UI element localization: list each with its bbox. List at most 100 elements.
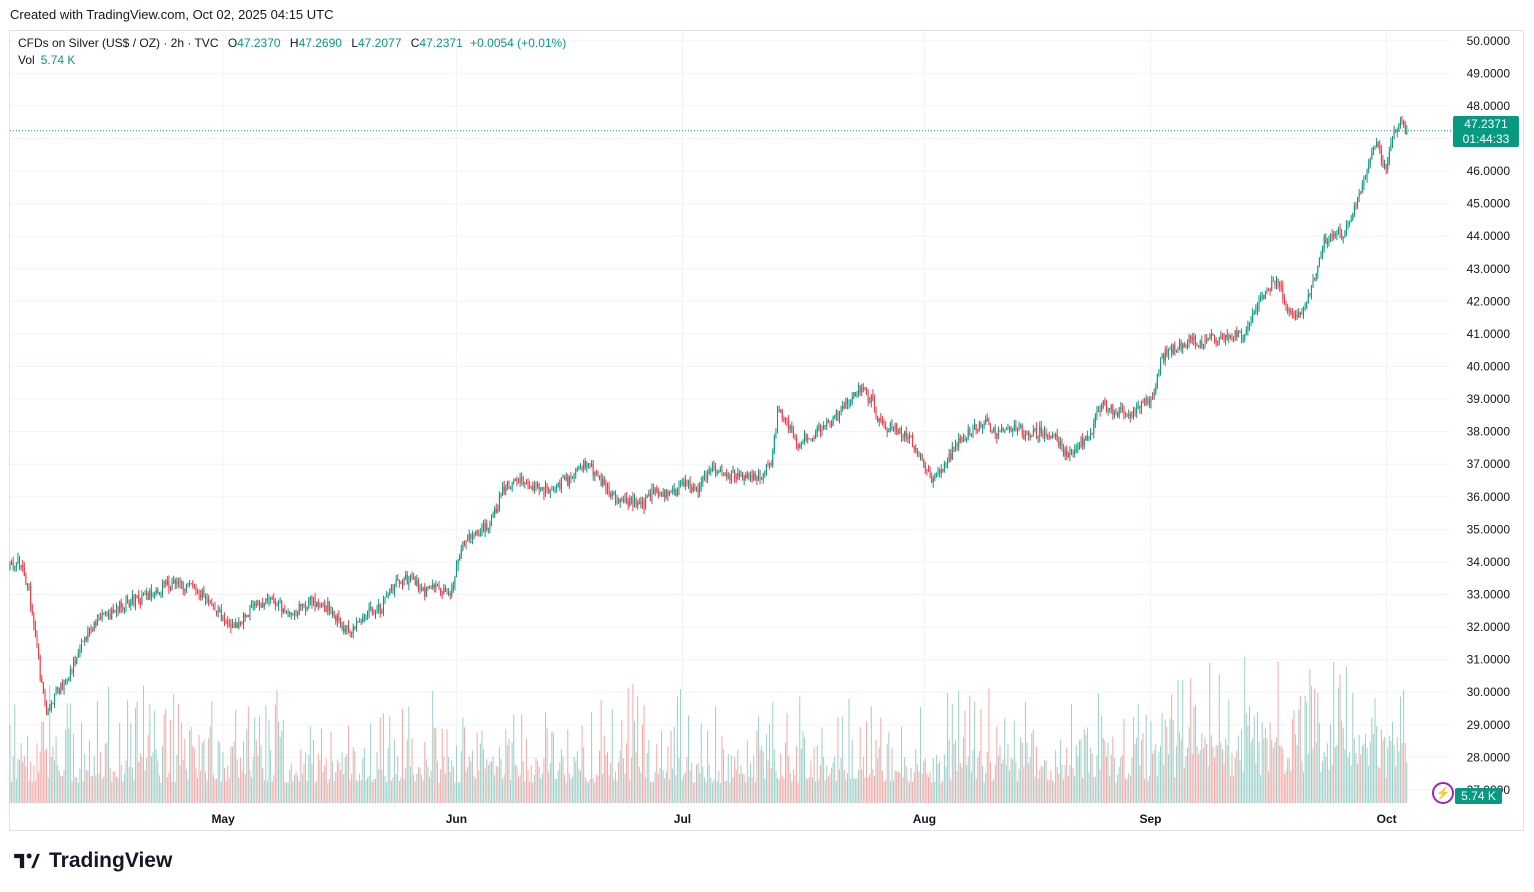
volume-bar: [216, 778, 218, 803]
volume-bar: [211, 701, 213, 803]
candle-body: [406, 574, 408, 585]
volume-bar: [514, 764, 516, 803]
volume-bar: [150, 756, 152, 803]
candle-body: [1390, 143, 1392, 152]
volume-bar: [357, 781, 359, 803]
volume-bar: [910, 767, 912, 803]
volume-bar: [1139, 766, 1141, 803]
volume-bar: [168, 772, 170, 803]
candle-body: [1050, 436, 1052, 439]
volume-bar: [529, 781, 531, 803]
volume-bar: [346, 754, 348, 803]
candle-body: [1058, 441, 1060, 447]
candle-body: [274, 603, 276, 606]
candle-body: [409, 575, 411, 582]
volume-bar: [1148, 776, 1150, 803]
candle-body: [1042, 433, 1044, 437]
time-tick-label: Sep: [1139, 812, 1161, 826]
candle-body: [897, 431, 899, 434]
volume-bar: [479, 743, 481, 803]
candle-body: [978, 422, 980, 432]
volume-bar: [1194, 704, 1196, 803]
volume-bar: [15, 779, 17, 803]
candle-body: [606, 487, 608, 495]
candle-body: [1036, 427, 1038, 438]
volume-bar: [173, 694, 175, 803]
candle-body: [266, 598, 268, 601]
legend-symbol: CFDs on Silver (US$ / OZ) · 2h · TVC: [18, 36, 219, 50]
volume-bar: [454, 782, 456, 803]
candle-body: [76, 657, 78, 664]
volume-bar: [1344, 749, 1346, 803]
candle-body: [98, 618, 100, 620]
volume-bar: [287, 782, 289, 803]
candle-body: [579, 466, 581, 469]
candle-body: [1391, 137, 1393, 144]
volume-bar: [835, 780, 837, 803]
volume-bar: [1032, 729, 1034, 803]
volume-bar: [333, 780, 335, 803]
volume-bar: [295, 772, 297, 803]
candle-body: [22, 564, 24, 568]
candle-body: [599, 475, 601, 477]
candle-body: [73, 660, 75, 672]
volume-bar: [1107, 742, 1109, 803]
candle-body: [819, 425, 821, 432]
volume-bar: [560, 749, 562, 803]
candle-body: [1053, 435, 1055, 437]
candle-body: [668, 491, 670, 496]
volume-bar: [293, 775, 295, 803]
volume-bar: [117, 777, 119, 803]
candle-body: [120, 602, 122, 608]
volume-bar: [551, 731, 553, 803]
candle-body: [462, 541, 464, 550]
volume-bar: [392, 777, 394, 803]
volume-bar: [1013, 720, 1015, 803]
candle-body: [119, 602, 121, 612]
candle-body: [989, 424, 991, 433]
candle-body: [63, 680, 65, 691]
candle-body: [962, 438, 964, 441]
volume-bar: [1040, 765, 1042, 803]
volume-bar: [1126, 778, 1128, 803]
volume-bar: [481, 730, 483, 803]
volume-bar: [1285, 771, 1287, 803]
candle-body: [786, 418, 788, 421]
candle-body: [823, 425, 825, 428]
volume-bar: [498, 747, 500, 803]
candle-body: [1023, 434, 1025, 439]
volume-bar: [1247, 725, 1249, 803]
price-tick-label: 48.0000: [1467, 99, 1511, 113]
volume-bar: [764, 778, 766, 803]
volume-bar: [1250, 742, 1252, 803]
candle-body: [974, 424, 976, 430]
candle-body: [322, 603, 324, 605]
candle-body: [846, 398, 848, 405]
candle-body: [1139, 406, 1141, 409]
volume-bar: [1350, 765, 1352, 803]
candle-body: [648, 493, 650, 497]
volume-bar: [851, 739, 853, 803]
volume-bar: [759, 749, 761, 803]
candle-body: [395, 578, 397, 587]
price-tick-label: 35.0000: [1467, 522, 1511, 536]
candle-body: [135, 596, 137, 606]
volume-bar: [25, 767, 27, 803]
volume-bar: [924, 758, 926, 803]
candle-body: [41, 678, 43, 683]
candle-body: [972, 429, 974, 436]
volume-bar: [1010, 757, 1012, 803]
volume-bar: [1031, 733, 1033, 803]
candle-body: [454, 576, 456, 586]
volume-bar: [1269, 722, 1271, 803]
lightning-icon[interactable]: ⚡: [1432, 782, 1454, 804]
volume-bar: [195, 768, 197, 803]
volume-bar: [781, 776, 783, 803]
candle-body: [824, 425, 826, 427]
volume-bar: [390, 780, 392, 803]
candle-body: [616, 500, 618, 503]
candle-body: [1091, 432, 1093, 434]
candle-body: [483, 523, 485, 533]
volume-bar: [1366, 747, 1368, 803]
